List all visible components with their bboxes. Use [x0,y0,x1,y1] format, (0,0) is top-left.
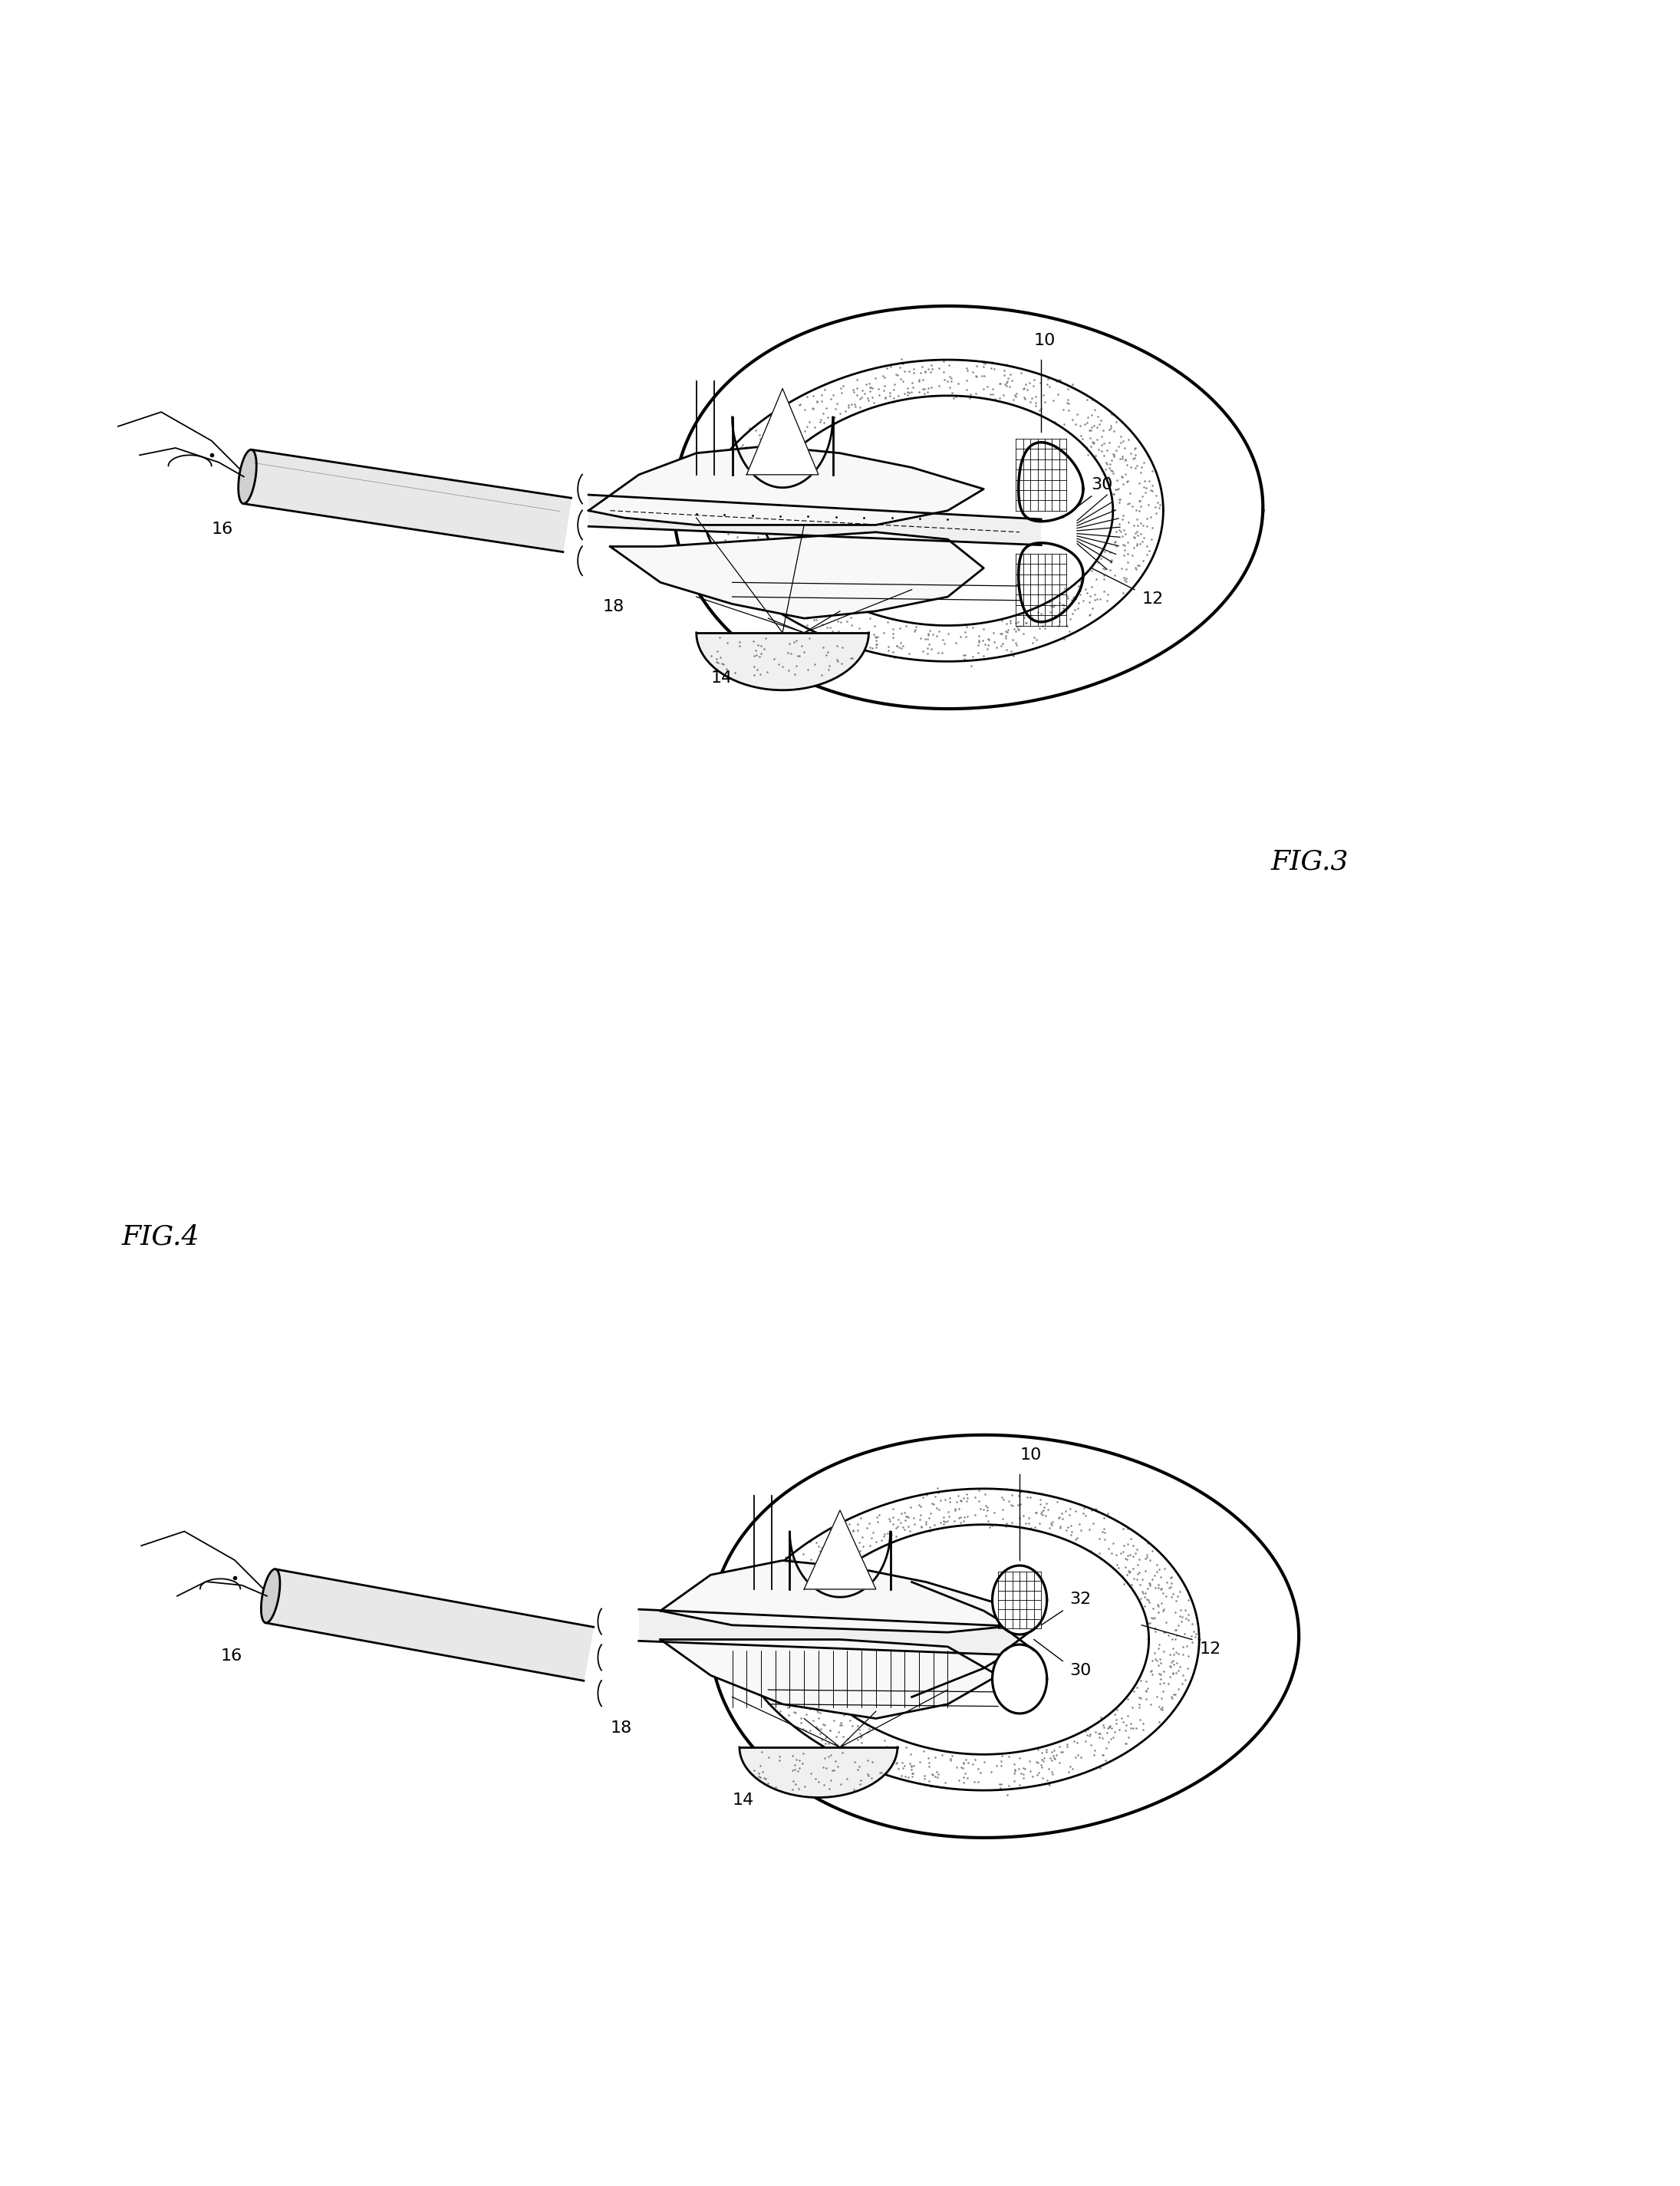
Polygon shape [739,1747,897,1797]
Text: 14: 14 [732,1793,754,1808]
Polygon shape [993,1565,1047,1635]
Text: 10: 10 [1020,1447,1042,1462]
Text: 12: 12 [1200,1642,1221,1657]
Polygon shape [993,1644,1047,1714]
Polygon shape [638,1609,1020,1655]
Text: 14: 14 [711,671,732,686]
Polygon shape [660,1640,998,1718]
Polygon shape [265,1570,593,1681]
Polygon shape [746,389,818,474]
Text: 16: 16 [220,1648,242,1664]
Text: 18: 18 [603,599,625,614]
Text: FIG.4: FIG.4 [121,1224,200,1250]
Polygon shape [588,494,1042,544]
Text: 10: 10 [1033,332,1055,348]
Text: 16: 16 [212,522,234,538]
Polygon shape [588,446,984,525]
Text: 30: 30 [1092,477,1114,492]
Text: 18: 18 [610,1720,632,1736]
Polygon shape [660,1561,1020,1633]
Polygon shape [244,450,571,551]
Ellipse shape [239,450,257,503]
Text: 32: 32 [1070,1591,1092,1607]
Polygon shape [610,531,984,619]
Text: 12: 12 [1142,592,1163,608]
Ellipse shape [260,1570,281,1622]
Text: 30: 30 [1070,1664,1092,1679]
Text: FIG.3: FIG.3 [1272,848,1349,874]
Polygon shape [696,632,869,691]
Polygon shape [805,1511,875,1589]
